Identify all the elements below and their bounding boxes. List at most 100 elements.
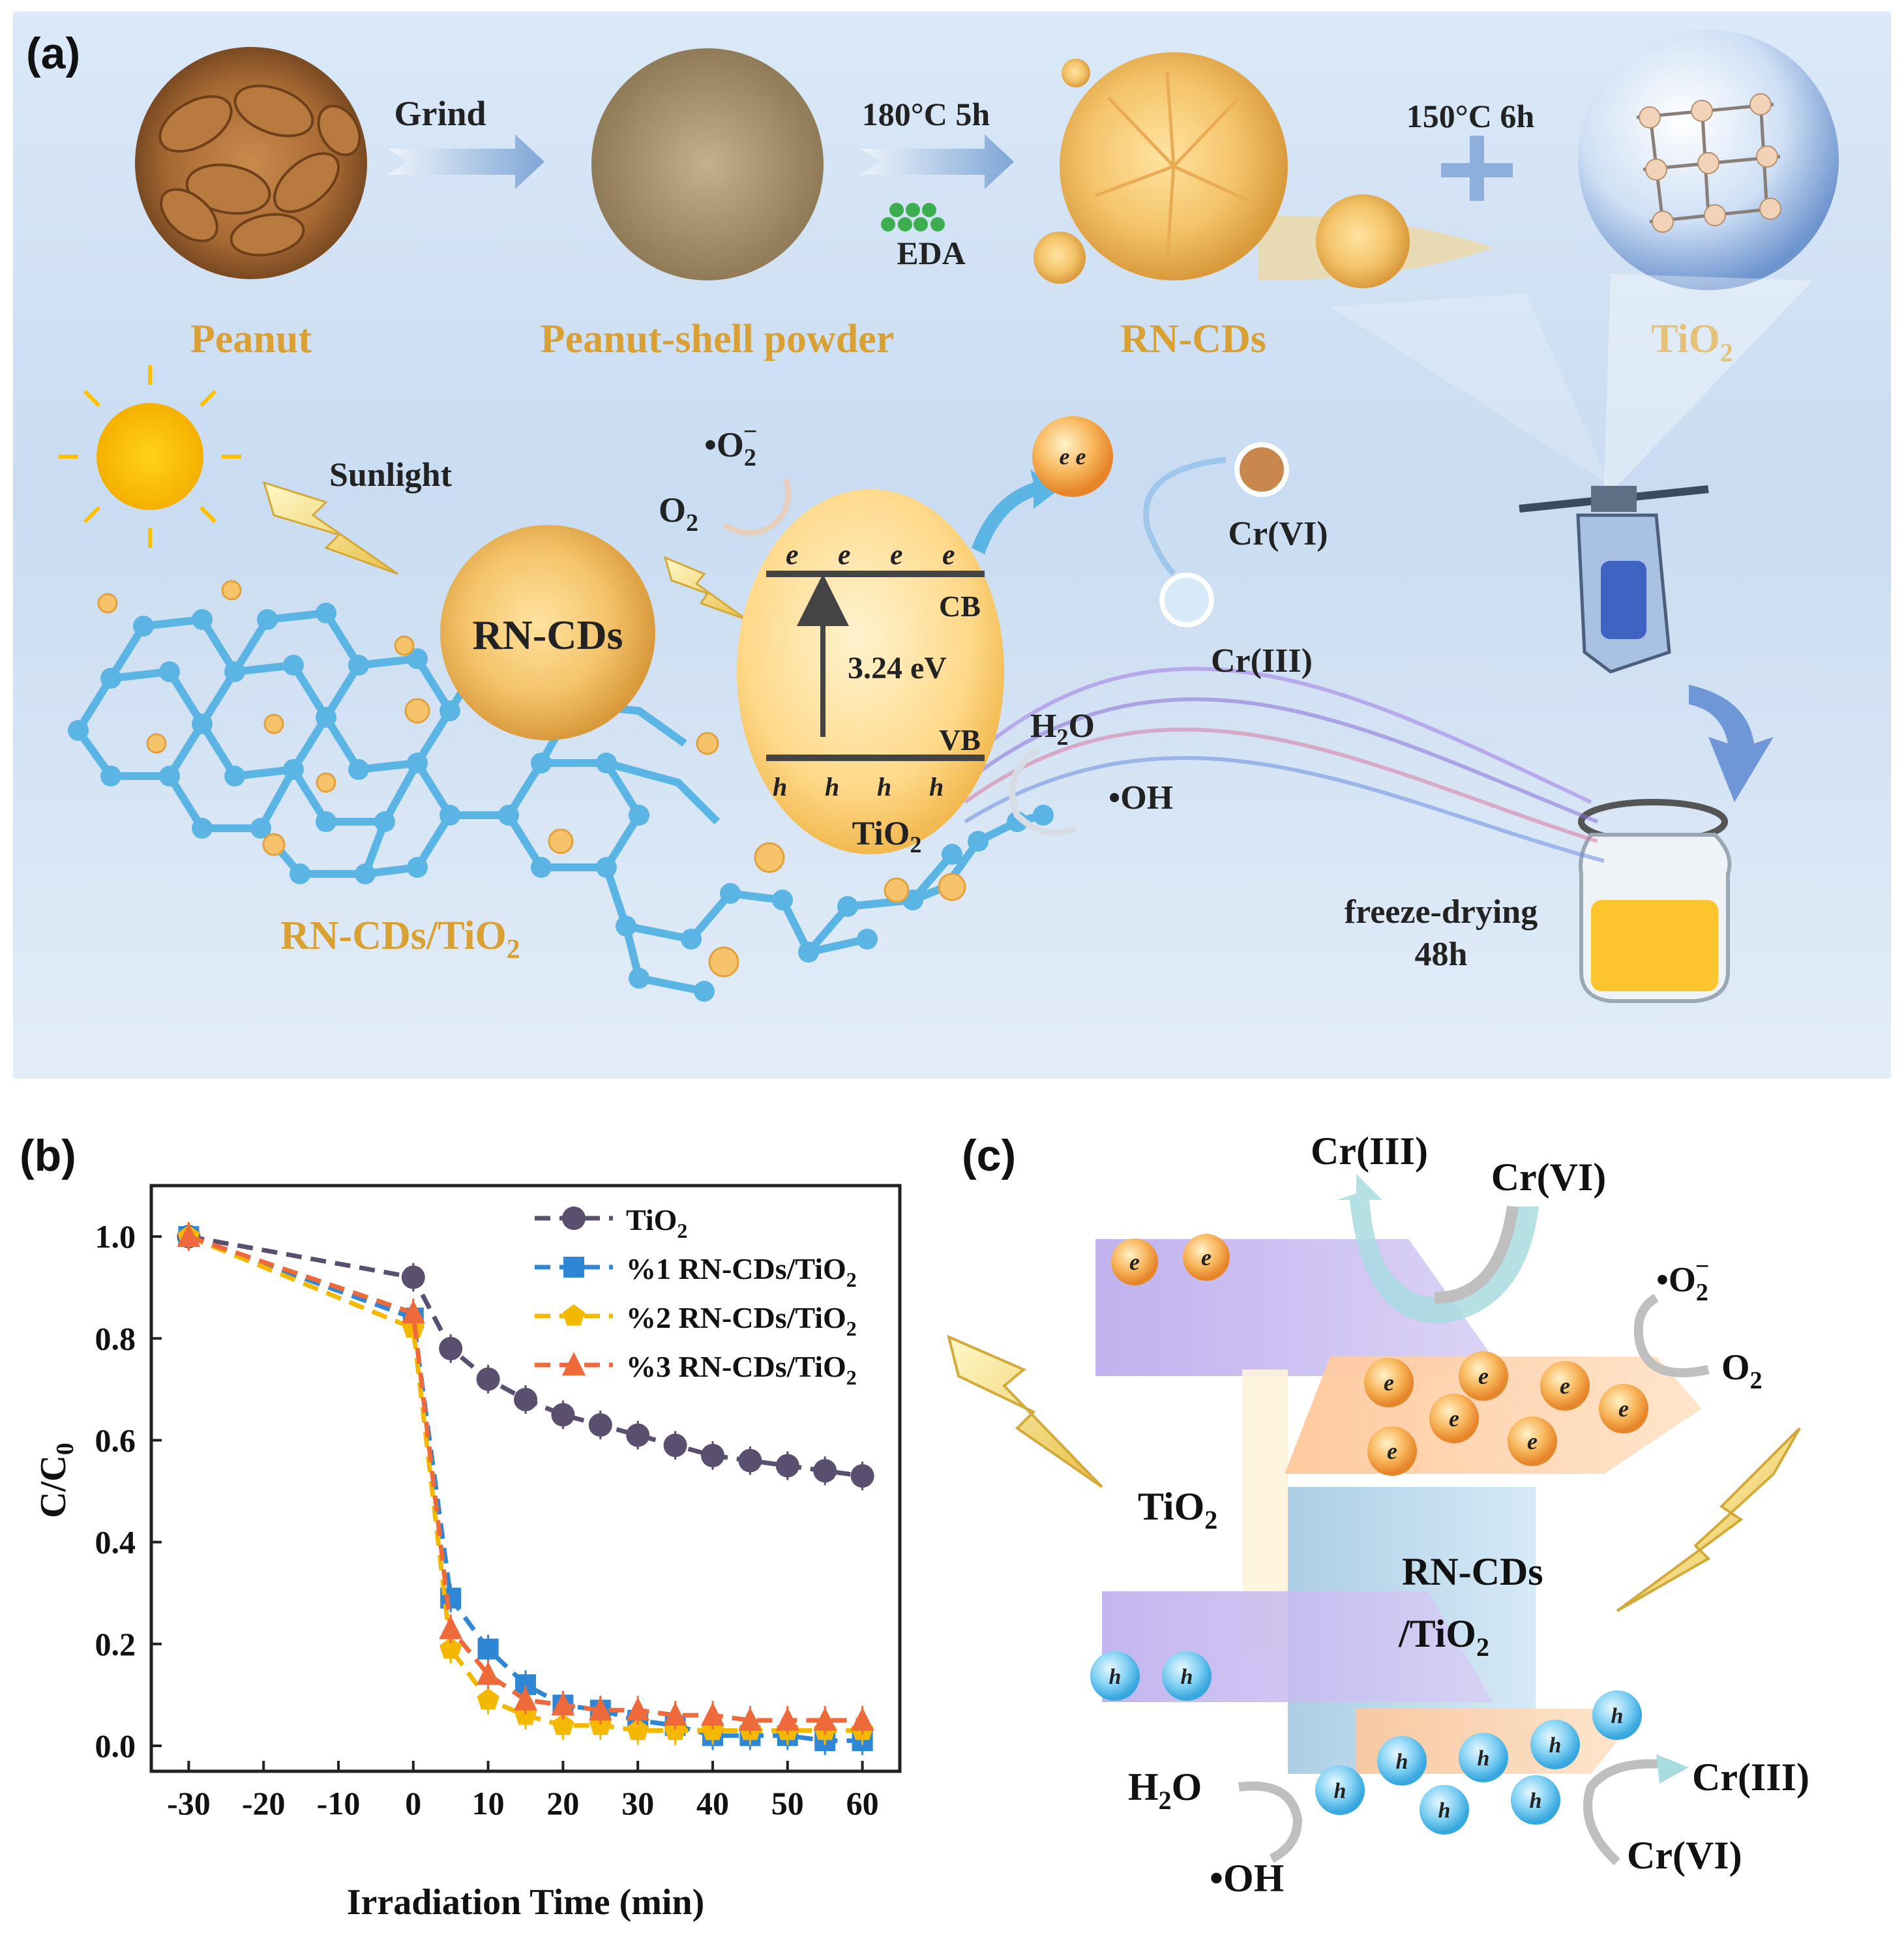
x-tick-label: 40 — [696, 1785, 729, 1821]
sunlight-label: Sunlight — [329, 457, 453, 494]
data-point — [477, 1638, 499, 1660]
axis-ticks: -30 -20 -10 0 10 20 30 40 50 60 0.0 0.2 0.4 0.6 0.8 1.0 — [95, 1218, 879, 1821]
svg-text:h: h — [1109, 1665, 1122, 1689]
criii-particle-icon — [1159, 573, 1214, 627]
rncds-flower-top — [1034, 52, 1493, 288]
cr-reduction-arrow-top — [1337, 1174, 1539, 1324]
svg-text:h: h — [1478, 1746, 1490, 1771]
y-tick-label: 1.0 — [95, 1218, 136, 1255]
svg-text:h: h — [1549, 1733, 1562, 1758]
rncds-flower-center — [440, 525, 655, 740]
panel-a: (a) Peanut Grind Peanut-shell powder 180… — [13, 12, 1891, 1079]
c-rncds-label: RN-CDs — [1402, 1550, 1543, 1593]
data-point — [588, 1697, 612, 1721]
powder-image — [591, 48, 824, 280]
data-point — [775, 1454, 799, 1478]
top-electrons — [1111, 1234, 1230, 1285]
light-streams — [963, 667, 1605, 863]
c-o2-arrow — [1633, 1293, 1710, 1377]
holes — [1090, 1651, 1642, 1835]
svg-text:e: e — [1478, 1363, 1489, 1389]
carbon-dots-on-sheet — [97, 580, 966, 978]
peanut-label: Peanut — [190, 317, 312, 361]
legend-label: TiO2 — [626, 1203, 687, 1242]
vb-label: VB — [939, 723, 981, 757]
y-tick-label: 0.0 — [95, 1728, 136, 1764]
data-point — [588, 1413, 612, 1437]
svg-text:h: h — [773, 772, 787, 802]
data-point — [476, 1661, 500, 1685]
y-tick-label: 0.4 — [95, 1524, 136, 1561]
y-tick-label: 0.2 — [95, 1626, 136, 1662]
svg-text:e: e — [1560, 1373, 1570, 1399]
data-point — [701, 1443, 724, 1467]
c-superoxide-label: •O2− — [1656, 1253, 1710, 1306]
svg-text:h: h — [1611, 1704, 1624, 1728]
y-tick-label: 0.8 — [95, 1320, 136, 1356]
data-point — [850, 1707, 874, 1731]
data-point — [177, 1223, 201, 1248]
data-point — [551, 1692, 575, 1716]
svg-text:h: h — [1438, 1799, 1451, 1823]
x-tick-label: -20 — [242, 1785, 286, 1821]
svg-text:e: e — [942, 539, 955, 571]
data-point — [514, 1686, 537, 1711]
panel-c-label: (c) — [962, 1131, 1016, 1180]
legend-marker — [562, 1206, 586, 1230]
bandgap-label: 3.24 eV — [848, 651, 947, 685]
svg-text:e: e — [1449, 1405, 1459, 1431]
rncds-center-label: RN-CDs — [472, 612, 623, 658]
data-point — [663, 1702, 687, 1726]
data-point — [738, 1448, 762, 1473]
autoclave-to-jar-arrow — [1689, 685, 1774, 802]
data-point — [439, 1637, 462, 1659]
legend-label: %3 RN-CDs/TiO2 — [626, 1350, 857, 1389]
criii-top-label: Cr(III) — [1311, 1130, 1428, 1173]
legend-entry: %3 RN-CDs/TiO2 — [535, 1350, 857, 1389]
data-point — [514, 1387, 537, 1411]
c-tio2-label: TiO2 — [1138, 1485, 1217, 1535]
tio2-crystal-globe — [1578, 29, 1839, 290]
svg-text:e: e — [1201, 1244, 1212, 1270]
legend-label: %2 RN-CDs/TiO2 — [626, 1301, 857, 1340]
x-tick-label: 20 — [546, 1785, 579, 1821]
crvi-top-label: Cr(VI) — [1491, 1156, 1607, 1199]
c-hydroxyl-label: •OH — [1210, 1857, 1284, 1900]
autoclave-icon — [1519, 485, 1709, 674]
rncds-label-top: RN-CDs — [1120, 317, 1266, 361]
grind-label: Grind — [394, 94, 486, 133]
c-water-label: H2O — [1128, 1765, 1202, 1815]
x-tick-label: -30 — [167, 1785, 211, 1821]
data-point — [401, 1265, 425, 1289]
grind-arrow — [388, 134, 544, 189]
data-point — [626, 1423, 650, 1447]
svg-text:h: h — [825, 772, 839, 802]
tio2-egg-label: TiO2 — [852, 815, 922, 858]
hydroxyl-radical-label: •OH — [1108, 779, 1173, 817]
water-oxidation-arrow — [1009, 747, 1077, 836]
data-point — [439, 1336, 463, 1360]
peanut-shells — [158, 84, 361, 257]
svg-text:e: e — [838, 539, 851, 571]
x-tick-label: 0 — [405, 1785, 421, 1821]
superoxide-radical-label: •O2− — [704, 418, 758, 472]
svg-text:e: e — [1384, 1370, 1394, 1396]
x-tick-label: 60 — [846, 1785, 879, 1821]
data-point — [701, 1702, 724, 1726]
data-point — [738, 1707, 762, 1731]
svg-text:h: h — [877, 772, 891, 802]
legend-entry: %1 RN-CDs/TiO2 — [535, 1252, 857, 1291]
legend-marker — [563, 1257, 584, 1278]
criii-bottom-label: Cr(III) — [1692, 1756, 1809, 1799]
freeze-dry-jar-icon — [1578, 799, 1732, 1003]
hydrothermal-arrow — [861, 134, 1014, 189]
c-lightning-left-icon — [947, 1334, 1103, 1488]
hydrothermal-condition: 180°C 5h — [862, 96, 990, 132]
data-point — [551, 1403, 575, 1427]
c-water-arrow — [1238, 1781, 1303, 1863]
x-tick-label: 30 — [621, 1785, 654, 1821]
x-tick-label: 10 — [472, 1785, 505, 1821]
